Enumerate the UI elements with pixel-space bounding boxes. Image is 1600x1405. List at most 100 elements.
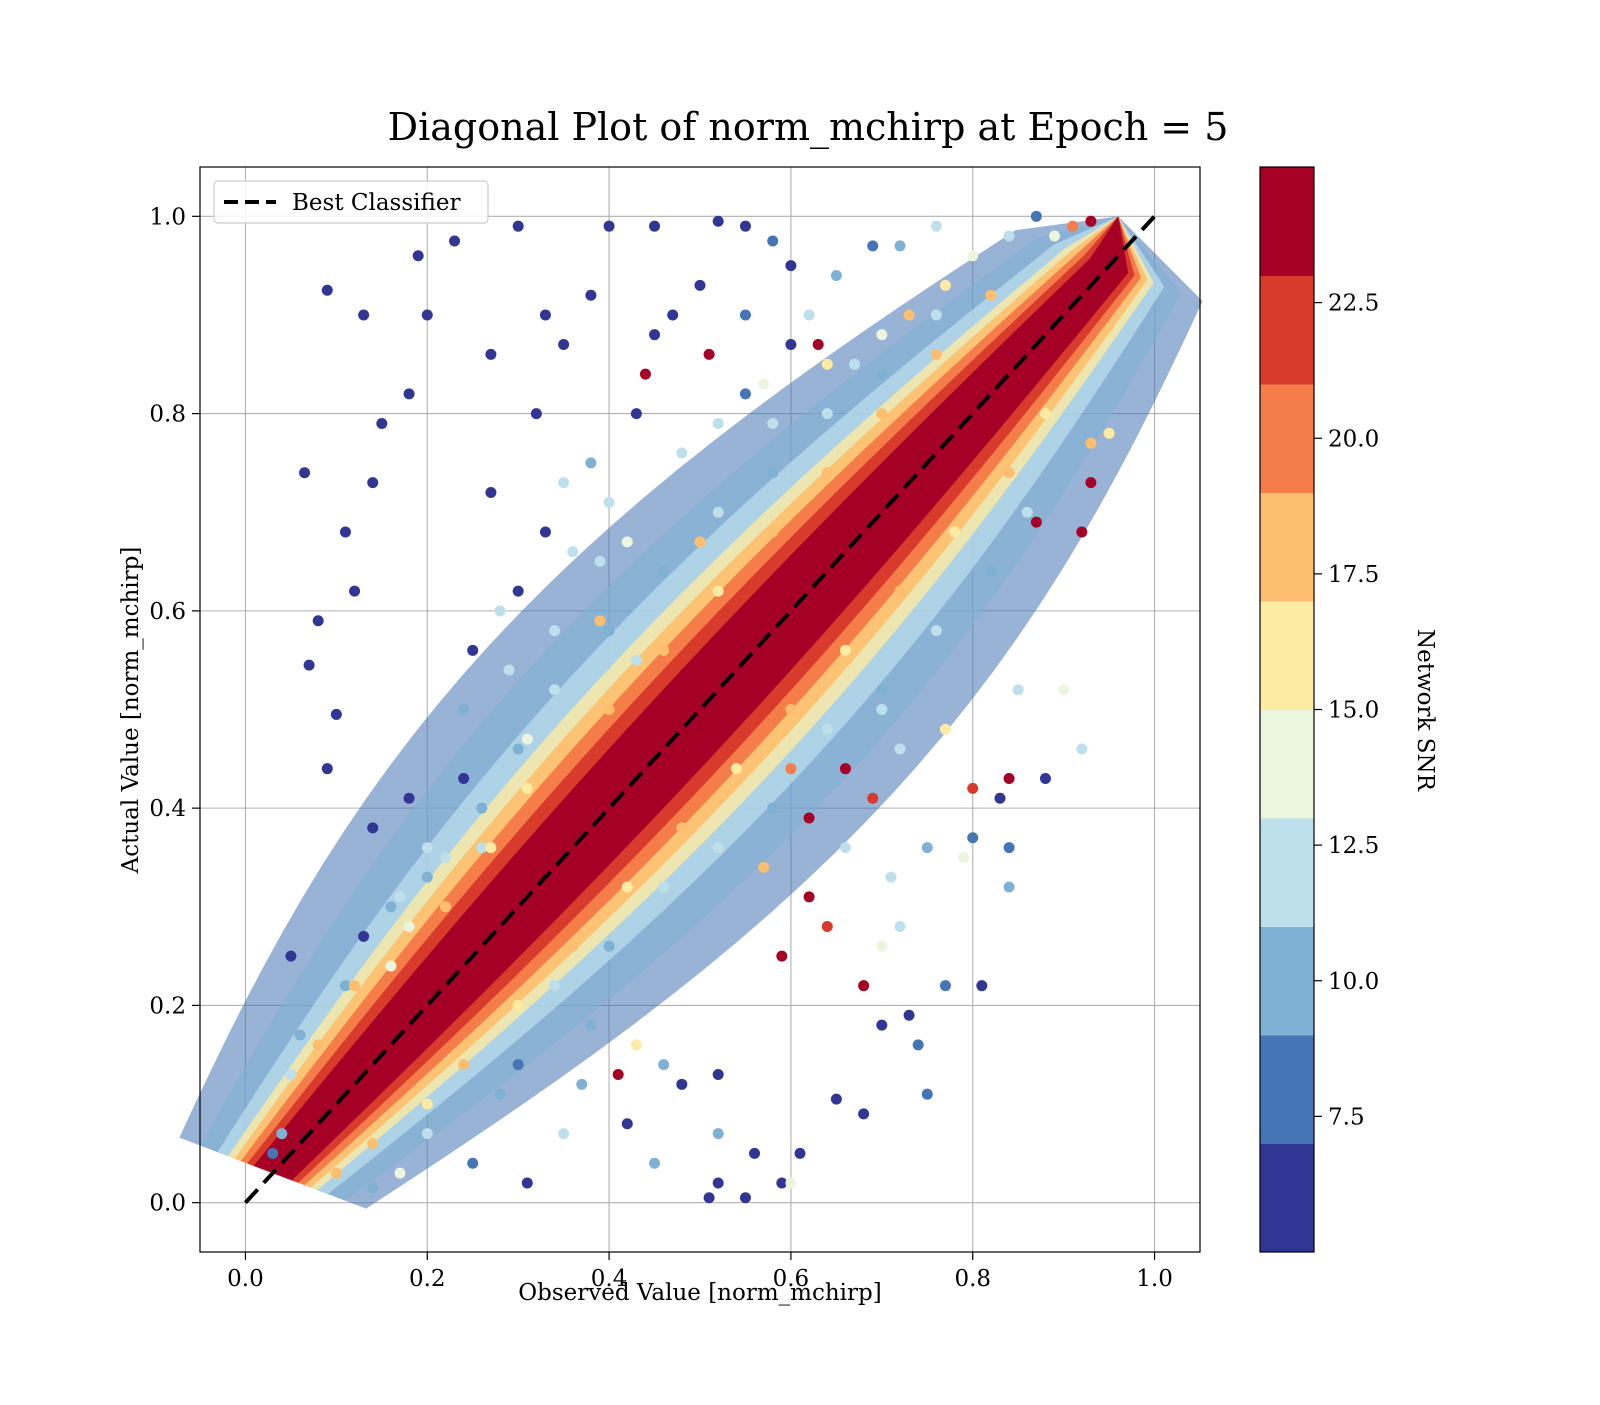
scatter-point (339, 980, 351, 992)
scatter-point (858, 1108, 870, 1120)
scatter-point (530, 408, 542, 420)
scatter-point (1058, 684, 1070, 696)
scatter-point (485, 842, 497, 854)
scatter-point (312, 615, 324, 627)
scatter-point (358, 930, 370, 942)
scatter-point (939, 723, 951, 735)
scatter-point (1003, 773, 1015, 785)
scatter-point (976, 980, 988, 992)
scatter-point (994, 792, 1006, 804)
scatter-point (767, 526, 779, 538)
scatter-point (676, 1078, 688, 1090)
colorbar-segment-0 (1260, 1143, 1314, 1253)
legend: Best Classifier (213, 180, 489, 224)
scatter-point (558, 477, 570, 489)
scatter-point (421, 842, 433, 854)
scatter-point (803, 812, 815, 824)
scatter-point (767, 235, 779, 247)
scatter-point (876, 408, 888, 420)
plot-frame (199, 166, 1201, 1253)
scatter-point (1085, 437, 1097, 449)
scatter-point (649, 220, 661, 232)
scatter-point (867, 792, 879, 804)
colorbar-segment-6 (1260, 492, 1314, 602)
scatter-point (876, 329, 888, 341)
scatter-point (712, 842, 724, 854)
scatter-point (512, 220, 524, 232)
scatter-point (603, 940, 615, 952)
scatter-point (785, 260, 797, 272)
scatter-point (1039, 408, 1051, 420)
scatter-point (567, 940, 579, 952)
scatter-point (585, 457, 597, 469)
colorbar-ticks: 7.5 10.0 12.5 15.0 17.5 20.0 22.5 (1314, 291, 1379, 1130)
scatter-point (894, 743, 906, 755)
scatter-point (776, 1177, 788, 1189)
scatter-point (394, 1167, 406, 1179)
colorbar: 7.5 10.0 12.5 15.0 17.5 20.0 22.5 Network SNR (1259, 166, 1438, 1253)
scatter-point (558, 743, 570, 755)
scatter-point (549, 625, 561, 637)
scatter-point (821, 358, 833, 370)
scatter-point (885, 871, 897, 883)
colorbar-tick-label: 17.5 (1328, 562, 1379, 588)
scatter-point (321, 284, 333, 296)
y-tick-label: 1.0 (149, 204, 186, 230)
colorbar-segment-2 (1260, 926, 1314, 1036)
scatter-point (739, 309, 751, 321)
colorbar-segment-9 (1260, 167, 1314, 276)
scatter-point (1003, 881, 1015, 893)
scatter-point (849, 358, 861, 370)
scatter-point (1003, 467, 1015, 479)
scatter-point (449, 235, 461, 247)
scatter-point (767, 417, 779, 429)
scatter-point (676, 822, 688, 834)
scatter-point (839, 842, 851, 854)
scatter-point (367, 477, 379, 489)
scatter-point (1067, 220, 1079, 232)
scatter-point (330, 1167, 342, 1179)
scatter-point (585, 1019, 597, 1031)
colorbar-label: Network SNR (1412, 629, 1438, 792)
scatter-point (894, 921, 906, 932)
colorbar-tick-label: 10.0 (1328, 969, 1379, 995)
scatter-point (1030, 210, 1042, 222)
colorbar-segment-7 (1260, 384, 1314, 493)
scatter-point (539, 526, 551, 538)
y-axis: 0.0 0.2 0.4 0.6 0.8 1.0 (149, 204, 200, 1217)
scatter-point (421, 309, 433, 321)
scatter-point (730, 763, 742, 775)
scatter-point (503, 664, 515, 676)
scatter-point (821, 723, 833, 735)
x-axis-label: Observed Value [norm_mchirp] (518, 1280, 881, 1306)
scatter-point (276, 1128, 288, 1140)
scatter-point (658, 644, 670, 656)
scatter-point (621, 881, 633, 893)
scatter-point (658, 881, 670, 893)
scatter-point (939, 279, 951, 291)
scatter-point (921, 1088, 933, 1100)
scatter-point (494, 1088, 506, 1100)
best-classifier-line (243, 214, 1157, 1205)
scatter-point (903, 1009, 915, 1021)
scatter-point (330, 708, 342, 720)
scatter-point (621, 536, 633, 548)
scatter-point (903, 309, 915, 321)
legend-box (213, 180, 489, 224)
x-tick-label: 0.4 (591, 1266, 628, 1292)
scatter-points (267, 210, 1115, 1204)
scatter-point (1030, 516, 1042, 528)
scatter-point (594, 615, 606, 627)
y-tick-label: 0.8 (149, 402, 186, 428)
scatter-point (1012, 684, 1024, 696)
scatter-point (876, 940, 888, 952)
scatter-point (767, 467, 779, 479)
scatter-point (785, 1177, 797, 1189)
scatter-point (412, 250, 424, 262)
scatter-point (1076, 526, 1088, 538)
x-axis: 0.0 0.2 0.4 0.6 0.8 1.0 (227, 1252, 1173, 1292)
legend-label-best-classifier: Best Classifier (292, 190, 460, 216)
scatter-point (812, 339, 824, 351)
scatter-point (621, 1118, 633, 1130)
scatter-point (712, 215, 724, 227)
